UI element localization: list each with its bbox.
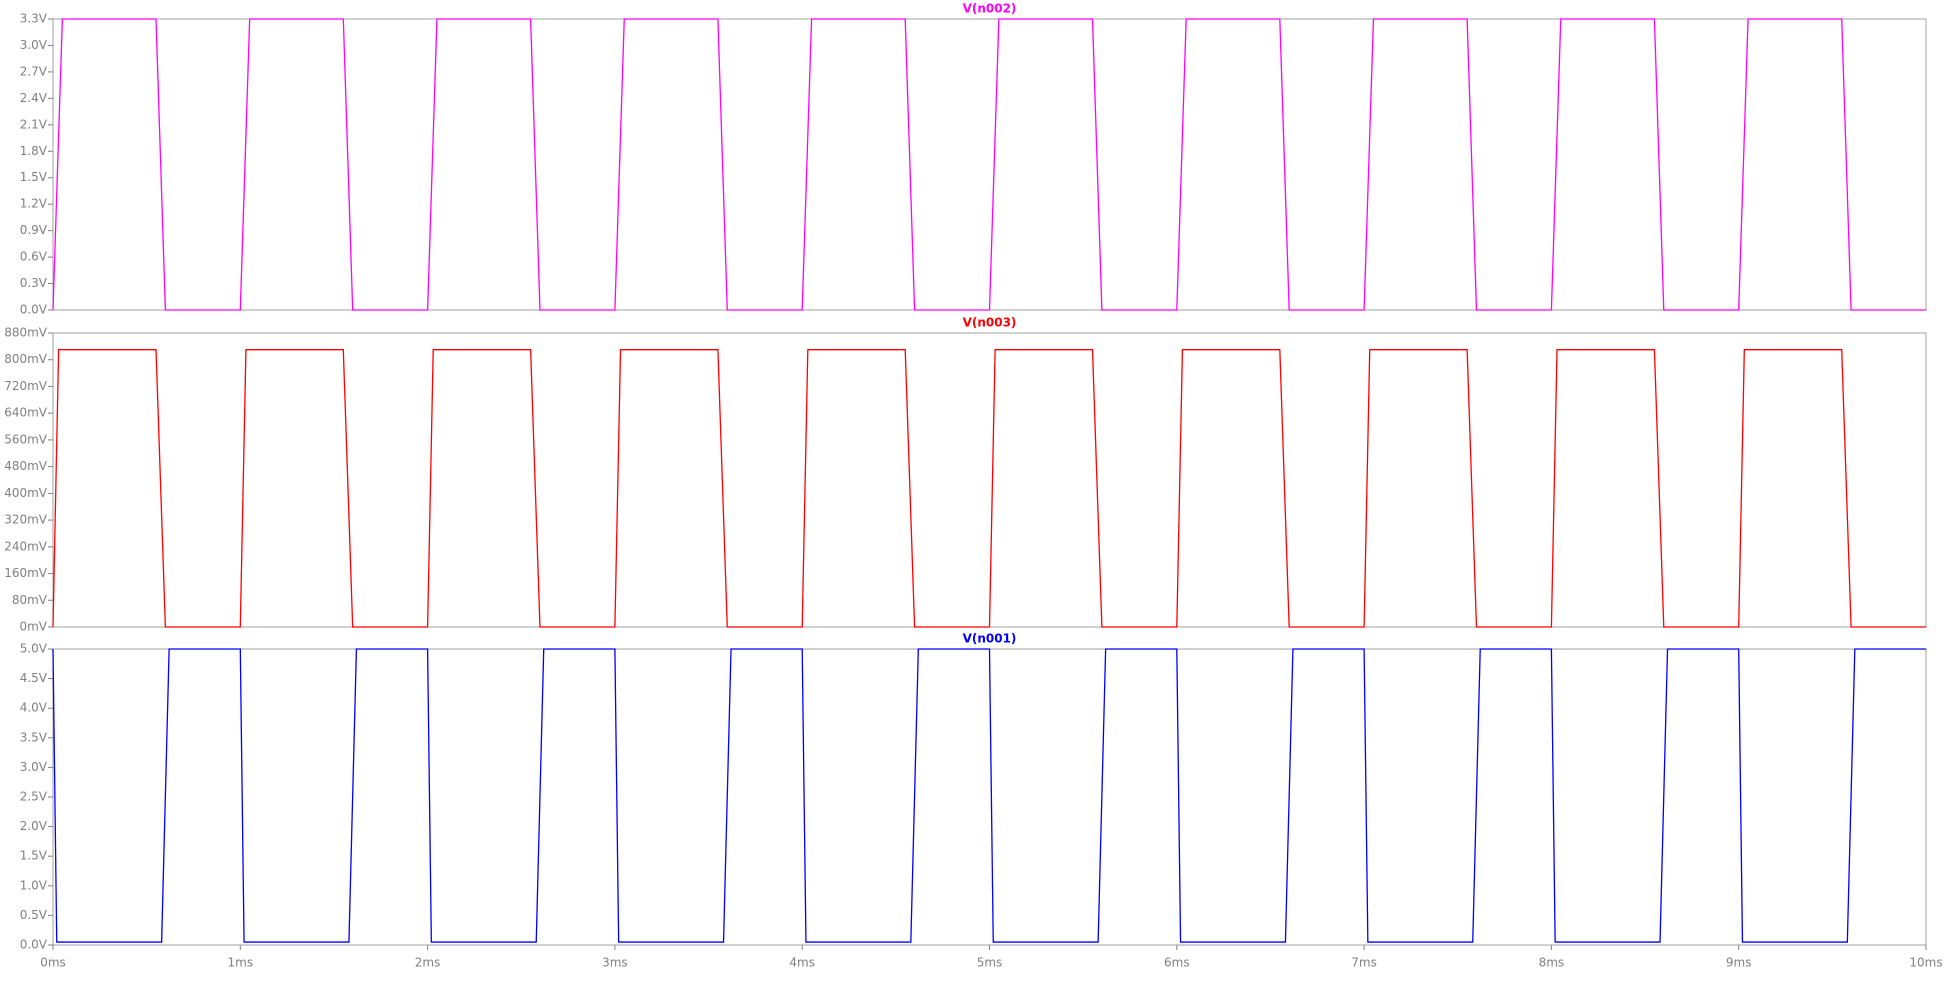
y-tick-label: 2.4V [20, 91, 48, 105]
x-tick-label: 9ms [1726, 956, 1752, 970]
y-tick-label: 160mV [4, 566, 48, 580]
y-tick-label: 560mV [4, 432, 48, 446]
y-tick-label: 4.5V [20, 671, 48, 685]
y-tick-label: 2.7V [20, 64, 48, 78]
trace [52, 349, 1926, 628]
x-tick-label: 6ms [1164, 956, 1190, 970]
x-tick-label: 2ms [415, 956, 441, 970]
trace [52, 648, 1926, 943]
y-tick-label: 0.0V [20, 303, 48, 317]
y-tick-label: 3.5V [20, 730, 48, 744]
y-tick-label: 0.5V [20, 908, 48, 922]
plot-frame [52, 332, 1927, 628]
y-tick-label: 4.0V [20, 701, 48, 715]
trace-name: V(n003) [963, 316, 1017, 330]
y-tick-label: 0.0V [20, 938, 48, 952]
y-tick-label: 3.3V [20, 12, 48, 26]
y-tick-label: 2.1V [20, 117, 48, 131]
plot-frame [52, 18, 1927, 311]
x-tick-label: 7ms [1351, 956, 1377, 970]
trace-name: V(n002) [963, 2, 1017, 16]
y-tick-label: 400mV [4, 486, 48, 500]
y-tick-label: 0mV [19, 620, 47, 634]
y-tick-label: 5.0V [20, 642, 48, 656]
x-tick-label: 10ms [1909, 956, 1942, 970]
y-tick-label: 1.5V [20, 849, 48, 863]
x-tick-label: 1ms [228, 956, 254, 970]
y-tick-label: 3.0V [20, 760, 48, 774]
y-tick-label: 880mV [4, 326, 48, 340]
y-tick-label: 1.8V [20, 144, 48, 158]
x-tick-label: 3ms [602, 956, 628, 970]
y-tick-label: 720mV [4, 379, 48, 393]
x-tick-label: 4ms [789, 956, 815, 970]
y-tick-label: 0.3V [20, 276, 48, 290]
x-tick-label: 0ms [40, 956, 66, 970]
y-tick-label: 1.0V [20, 878, 48, 892]
x-tick-label: 8ms [1539, 956, 1565, 970]
y-tick-label: 0.6V [20, 250, 48, 264]
y-tick-label: 0.9V [20, 223, 48, 237]
y-tick-label: 1.5V [20, 170, 48, 184]
y-tick-label: 3.0V [20, 38, 48, 52]
y-tick-label: 800mV [4, 352, 48, 366]
trace [52, 18, 1926, 311]
y-tick-label: 240mV [4, 539, 48, 553]
trace-name: V(n001) [963, 632, 1017, 646]
y-tick-label: 1.2V [20, 197, 48, 211]
y-tick-label: 320mV [4, 513, 48, 527]
y-tick-label: 80mV [12, 593, 48, 607]
x-tick-label: 5ms [977, 956, 1003, 970]
y-tick-label: 2.0V [20, 819, 48, 833]
y-tick-label: 2.5V [20, 790, 48, 804]
y-tick-label: 640mV [4, 406, 48, 420]
y-tick-label: 480mV [4, 459, 48, 473]
